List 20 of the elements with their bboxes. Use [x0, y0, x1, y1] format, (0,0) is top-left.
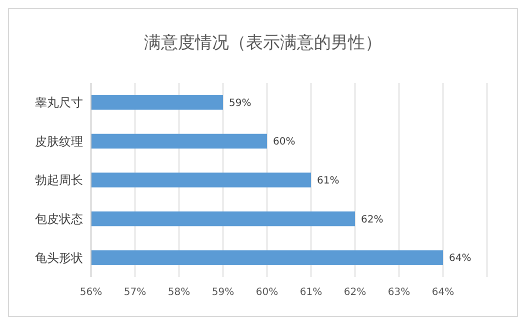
x-tick-label: 63% [388, 287, 410, 298]
x-tick-label: 56% [80, 287, 102, 298]
y-tick-label: 龟头形状 [35, 250, 83, 265]
x-tick-label: 59% [212, 287, 234, 298]
x-tick-label: 62% [344, 287, 366, 298]
y-tick-label: 皮肤纹理 [35, 134, 83, 148]
data-label: 59% [229, 98, 252, 109]
data-label: 64% [449, 253, 472, 264]
data-label: 61% [317, 176, 340, 186]
y-tick-label: 包皮状态 [35, 212, 83, 226]
chart-title: 满意度情况（表示满意的男性） [144, 33, 382, 53]
x-tick-label: 61% [300, 287, 322, 298]
y-tick-label: 睾丸尺寸 [35, 96, 83, 110]
x-tick-label: 64% [432, 287, 454, 298]
data-label: 62% [361, 214, 384, 226]
x-tick-label: 58% [168, 287, 190, 298]
y-tick-label: 勃起周长 [35, 173, 83, 188]
data-label: 60% [273, 136, 296, 148]
x-tick-label: 60% [256, 287, 278, 298]
x-tick-label: 57% [124, 287, 146, 298]
